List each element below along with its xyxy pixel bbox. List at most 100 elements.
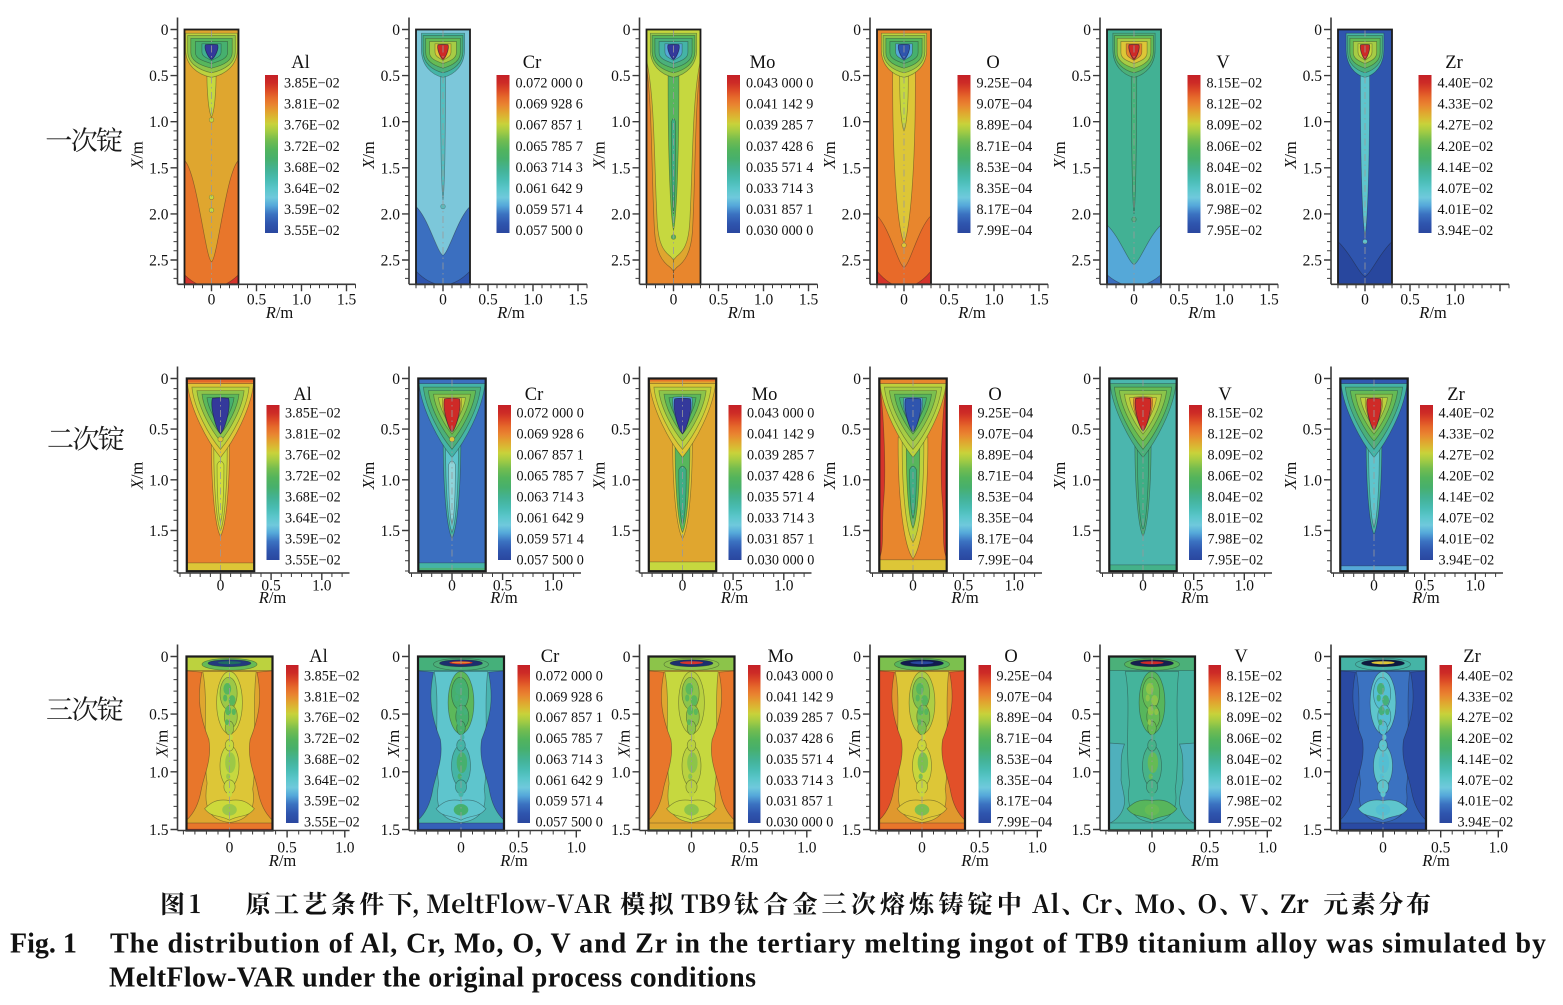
svg-text:8.06E−02: 8.06E−02: [1207, 139, 1263, 155]
svg-text:R/m: R/m: [960, 851, 989, 870]
svg-text:8.53E−04: 8.53E−04: [997, 752, 1053, 768]
svg-text:3.64E−02: 3.64E−02: [285, 510, 341, 526]
svg-text:X/m: X/m: [845, 730, 864, 759]
svg-text:1.0: 1.0: [335, 840, 355, 857]
svg-text:0.065 785 7: 0.065 785 7: [516, 139, 583, 155]
svg-text:0.031 857 1: 0.031 857 1: [766, 794, 833, 810]
svg-text:1.5: 1.5: [381, 160, 401, 177]
svg-text:X/m: X/m: [590, 462, 609, 491]
svg-text:X/m: X/m: [359, 462, 378, 491]
svg-text:0.057 500 0: 0.057 500 0: [516, 223, 583, 239]
svg-text:2.0: 2.0: [149, 206, 169, 223]
svg-text:0: 0: [161, 371, 169, 388]
svg-text:4.07E−02: 4.07E−02: [1439, 510, 1495, 526]
svg-text:1.5: 1.5: [1072, 822, 1092, 839]
svg-text:0.057 500 0: 0.057 500 0: [536, 815, 603, 831]
svg-text:0.067 857 1: 0.067 857 1: [517, 447, 584, 463]
svg-text:1.5: 1.5: [842, 523, 862, 540]
svg-text:1.0: 1.0: [842, 764, 862, 781]
svg-text:0: 0: [1083, 371, 1091, 388]
svg-text:1.0: 1.0: [611, 114, 631, 131]
svg-text:0: 0: [679, 578, 687, 595]
svg-text:1.0: 1.0: [149, 764, 169, 781]
svg-text:0.043 000 0: 0.043 000 0: [766, 669, 833, 685]
svg-text:0.5: 0.5: [277, 840, 297, 857]
svg-text:8.01E−02: 8.01E−02: [1227, 773, 1283, 789]
svg-text:3.64E−02: 3.64E−02: [304, 773, 360, 789]
svg-text:7.99E−04: 7.99E−04: [977, 223, 1033, 239]
svg-text:0.5: 0.5: [1072, 422, 1092, 439]
svg-text:8.89E−04: 8.89E−04: [997, 710, 1053, 726]
svg-text:0.041 142 9: 0.041 142 9: [766, 689, 833, 705]
svg-text:Cr: Cr: [523, 53, 542, 73]
svg-text:R/m: R/m: [496, 303, 525, 322]
svg-text:0.057 500 0: 0.057 500 0: [517, 552, 584, 568]
svg-text:0.5: 0.5: [611, 707, 631, 724]
svg-text:0.035 571 4: 0.035 571 4: [746, 160, 813, 176]
svg-text:X/m: X/m: [359, 141, 378, 170]
svg-text:0.031 857 1: 0.031 857 1: [747, 531, 814, 547]
svg-text:1.0: 1.0: [292, 292, 312, 309]
svg-text:0.033 714 3: 0.033 714 3: [746, 181, 813, 197]
svg-text:3.59E−02: 3.59E−02: [304, 794, 360, 810]
svg-text:8.89E−04: 8.89E−04: [978, 447, 1034, 463]
svg-text:3.72E−02: 3.72E−02: [304, 731, 360, 747]
svg-text:1.5: 1.5: [1303, 822, 1323, 839]
svg-text:1.0: 1.0: [523, 292, 543, 309]
svg-text:Cr: Cr: [541, 647, 560, 667]
svg-text:0.033 714 3: 0.033 714 3: [747, 510, 814, 526]
svg-text:7.95E−02: 7.95E−02: [1208, 552, 1264, 568]
svg-text:4.33E−02: 4.33E−02: [1439, 426, 1495, 442]
svg-text:R/m: R/m: [1418, 303, 1447, 322]
svg-text:0.5: 0.5: [381, 707, 401, 724]
svg-text:8.06E−02: 8.06E−02: [1208, 468, 1264, 484]
svg-text:1.0: 1.0: [774, 578, 794, 595]
svg-text:3.76E−02: 3.76E−02: [285, 447, 341, 463]
svg-text:0.043 000 0: 0.043 000 0: [746, 76, 813, 92]
svg-text:0.5: 0.5: [1303, 68, 1323, 85]
svg-text:X/m: X/m: [590, 141, 609, 170]
svg-text:7.98E−02: 7.98E−02: [1208, 531, 1264, 547]
svg-text:9.25E−04: 9.25E−04: [977, 76, 1033, 92]
svg-text:X/m: X/m: [820, 141, 839, 170]
svg-text:3.59E−02: 3.59E−02: [285, 531, 341, 547]
svg-text:1.5: 1.5: [799, 292, 819, 309]
svg-text:1.0: 1.0: [1072, 764, 1092, 781]
svg-text:7.99E−04: 7.99E−04: [978, 552, 1034, 568]
svg-text:7.99E−04: 7.99E−04: [997, 815, 1053, 831]
svg-text:1.0: 1.0: [312, 578, 332, 595]
svg-text:0: 0: [1314, 649, 1322, 666]
svg-text:O: O: [1004, 647, 1017, 667]
svg-text:0.5: 0.5: [1169, 292, 1189, 309]
svg-text:1.0: 1.0: [1214, 292, 1234, 309]
svg-text:X/m: X/m: [1281, 462, 1300, 491]
svg-text:9.25E−04: 9.25E−04: [978, 405, 1034, 421]
svg-text:0.061 642 9: 0.061 642 9: [536, 773, 603, 789]
svg-text:X/m: X/m: [1050, 462, 1069, 491]
svg-text:0.5: 0.5: [842, 68, 862, 85]
svg-text:0.072 000 0: 0.072 000 0: [536, 669, 603, 685]
svg-text:3.55E−02: 3.55E−02: [285, 552, 341, 568]
svg-text:2.5: 2.5: [1303, 253, 1323, 270]
svg-text:4.01E−02: 4.01E−02: [1458, 794, 1514, 810]
svg-text:1.5: 1.5: [611, 822, 631, 839]
svg-text:4.14E−02: 4.14E−02: [1438, 160, 1494, 176]
svg-text:0.5: 0.5: [939, 292, 959, 309]
svg-text:4.27E−02: 4.27E−02: [1458, 710, 1514, 726]
svg-text:1.5: 1.5: [1029, 292, 1049, 309]
svg-text:0.030 000 0: 0.030 000 0: [766, 815, 833, 831]
svg-text:Cr: Cr: [525, 385, 544, 405]
svg-text:4.33E−02: 4.33E−02: [1458, 689, 1514, 705]
svg-text:0.5: 0.5: [493, 578, 513, 595]
svg-text:2.0: 2.0: [611, 206, 631, 223]
svg-text:2.0: 2.0: [1072, 206, 1092, 223]
svg-text:V: V: [1234, 647, 1248, 667]
svg-text:R/m: R/m: [265, 303, 294, 322]
svg-text:1.0: 1.0: [1445, 292, 1465, 309]
svg-text:0: 0: [1314, 22, 1322, 39]
svg-text:0.041 142 9: 0.041 142 9: [747, 426, 814, 442]
svg-text:0.061 642 9: 0.061 642 9: [517, 510, 584, 526]
svg-text:0: 0: [1361, 292, 1369, 309]
svg-text:3.72E−02: 3.72E−02: [285, 468, 341, 484]
svg-text:R/m: R/m: [950, 588, 979, 607]
